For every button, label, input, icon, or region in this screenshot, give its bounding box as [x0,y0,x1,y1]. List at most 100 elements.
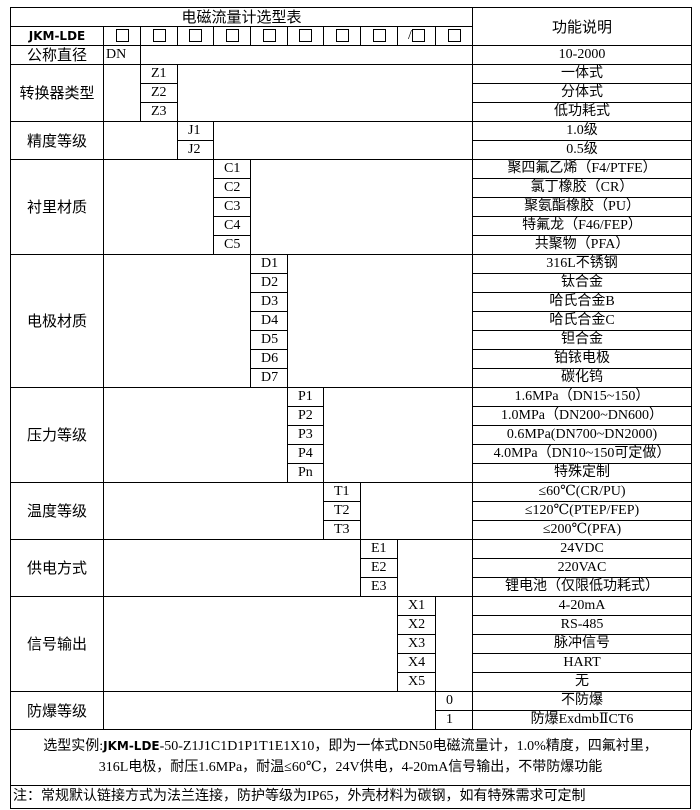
empty-box-icon [299,29,312,43]
option-desc: 0.5级 [472,140,693,160]
blank-cell [103,482,324,540]
empty-box-icon [262,29,276,43]
option-code: T1 [323,482,361,502]
option-code: P1 [287,387,324,407]
option-desc: 氯丁橡胶（CR） [472,178,693,198]
code-slot [103,26,141,46]
empty-box-icon [225,29,239,43]
option-code: E2 [360,558,398,578]
option-desc: RS-485 [472,615,693,635]
option-code: 0 [434,691,474,711]
option-code: D4 [250,311,288,331]
code-slot [140,26,178,46]
option-code: Pn [287,463,324,483]
option-desc: 24VDC [472,539,693,559]
function-header: 功能说明 [472,7,693,46]
option-row: 压力等级 P1 1.6MPa（DN15~150） [10,387,693,483]
option-desc: 特氟龙（F46/FEP） [472,216,693,236]
option-code: E3 [360,577,398,597]
group-label: 电极材质 [10,254,104,388]
brand-code: JKM-LDE [10,26,104,46]
note: 注：常规默认链接方式为法兰连接，防护等级为IP65，外壳材料为碳钢，如有特殊需求… [11,785,690,808]
example-line1: -50-Z1J1C1D1P1T1E1X10，即为一体式DN50电磁流量计，1.0… [159,739,658,754]
example-brand: JKM-LDE [103,739,160,753]
option-code: X4 [397,653,436,673]
option-code: Z3 [140,102,178,122]
blank-cell [103,121,178,160]
group-label: 防爆等级 [10,691,104,730]
option-desc: 1.6MPa（DN15~150） [472,387,693,407]
option-code: C5 [213,235,251,255]
option-desc: 碳化钨 [472,368,693,388]
option-code: D6 [250,349,288,369]
blank-cell [396,539,474,597]
option-code: D1 [250,254,288,274]
blank-cell [103,64,141,122]
group-label: 压力等级 [10,387,104,483]
option-desc: 分体式 [472,83,693,103]
blank-cell [322,387,474,483]
blank-cell [176,64,474,122]
code-slot [213,26,251,46]
code-slot [434,26,474,46]
option-row: D7 碳化钨 [11,368,693,388]
footer: 选型实例:JKM-LDE-50-Z1J1C1D1P1T1E1X10，即为一体式D… [10,730,691,809]
option-row: 转换器类型 Z1 一体式 [10,64,693,122]
blank-cell [359,482,474,540]
table-title: 电磁流量计选型表 [9,7,474,27]
option-desc: 不防爆 [472,691,693,711]
option-row: P4 4.0MPa（DN10~150可定做） [11,444,693,464]
example-prefix: 选型实例: [43,739,104,754]
option-row: 温度等级 T1 ≤60℃(CR/PU) [10,482,693,540]
empty-box-icon [447,29,461,43]
option-code: Z2 [140,83,178,103]
blank-cell [103,539,361,597]
option-code: 1 [434,710,474,730]
code-slot [250,26,288,46]
option-desc: 特殊定制 [472,463,693,483]
option-desc: 脉冲信号 [472,634,693,654]
option-row: C3 聚氨酯橡胶（PU） [11,197,693,217]
option-desc: 哈氏合金B [472,292,693,312]
diameter-row: 公称直径 DN 10-2000 [10,45,693,65]
option-code: D2 [250,273,288,293]
option-code: C4 [213,216,251,236]
option-row: 信号输出 X1 4-20mA [10,596,693,692]
option-desc: 1.0MPa（DN200~DN600） [472,406,693,426]
blank-cell [103,387,288,483]
empty-box-icon [411,29,425,43]
group-label: 衬里材质 [10,159,104,255]
option-desc: 低功耗式 [472,102,693,122]
option-row: E2 220VAC [11,558,693,578]
option-desc: 聚四氟乙烯（F4/PTFE） [472,159,693,179]
option-code: X5 [397,672,436,692]
blank-cell [139,45,474,65]
group-label: 精度等级 [10,121,104,160]
option-desc: 聚氨酯橡胶（PU） [472,197,693,217]
option-row: 防爆等级 0 不防爆 [10,691,693,730]
empty-box-icon [152,29,166,43]
blank-cell [103,159,214,255]
option-desc: 钛合金 [472,273,693,293]
example-line2: 316L电极，耐压1.6MPa，耐温≤60℃，24V供电，4-20mA信号输出，… [98,760,603,775]
option-row: 衬里材质 C1 聚四氟乙烯（F4/PTFE） [10,159,693,255]
option-desc: 无 [472,672,693,692]
option-code: D7 [250,368,288,388]
option-code: X1 [397,596,436,616]
blank-cell [212,121,474,160]
group-label: 转换器类型 [10,64,104,122]
option-desc: 4.0MPa（DN10~150可定做） [472,444,693,464]
option-row: T2 ≤120℃(PTEP/FEP) [11,501,693,521]
option-desc: 220VAC [472,558,693,578]
blank-cell [286,254,474,388]
option-desc: 铂铱电极 [472,349,693,369]
blank-cell [249,159,474,255]
blank-cell [434,596,474,692]
option-desc: 共聚物（PFA） [472,235,693,255]
code-slot [323,26,361,46]
option-code: T2 [323,501,361,521]
blank-cell [103,254,251,388]
selection-table: 电磁流量计选型表 功能说明 JKM-LDE / 公称直径 DN 10-2000 … [9,7,693,730]
diameter-desc: 10-2000 [472,45,693,65]
option-code: C3 [213,197,251,217]
